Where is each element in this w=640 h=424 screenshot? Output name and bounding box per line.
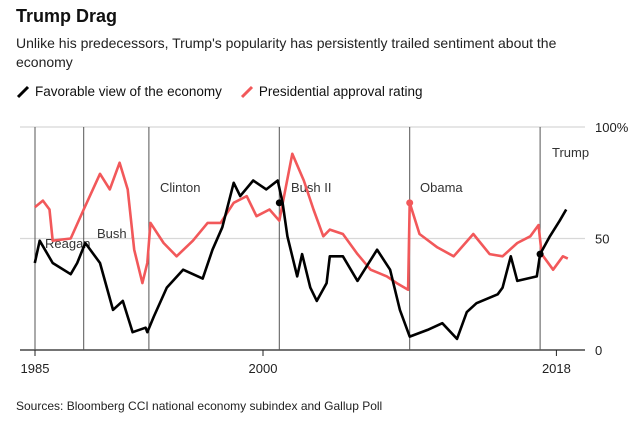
series-marker — [406, 199, 414, 207]
x-tick-label: 1985 — [21, 361, 50, 376]
x-tick-label: 2018 — [542, 361, 571, 376]
series-marker — [536, 250, 544, 258]
legend: Favorable view of the economy Presidenti… — [16, 84, 422, 99]
president-label-bush-ii: Bush II — [291, 180, 331, 195]
x-tick-label: 2000 — [249, 361, 278, 376]
president-label-clinton: Clinton — [160, 180, 200, 195]
economy-series-line — [33, 179, 568, 341]
legend-swatch-approval — [240, 85, 253, 98]
approval-series-line — [33, 152, 569, 292]
legend-item-economy: Favorable view of the economy — [16, 84, 222, 99]
legend-label-approval: Presidential approval rating — [258, 84, 423, 99]
president-label-obama: Obama — [420, 180, 463, 195]
legend-label-economy: Favorable view of the economy — [35, 84, 222, 99]
legend-item-approval: Presidential approval rating — [240, 84, 423, 99]
chart-subtitle: Unlike his predecessors, Trump's popular… — [16, 35, 557, 70]
legend-swatch-economy — [16, 85, 30, 98]
y-tick-label: 50 — [595, 232, 609, 247]
series-marker — [275, 199, 283, 207]
chart-title: Trump Drag — [16, 6, 118, 26]
y-tick-label: 100% — [595, 120, 629, 135]
y-tick-label: 0 — [595, 343, 602, 358]
president-label-bush-i: Bush I — [97, 226, 134, 241]
source-note: Sources: Bloomberg CCI national economy … — [16, 399, 383, 413]
president-label-trump: Trump — [552, 145, 589, 160]
